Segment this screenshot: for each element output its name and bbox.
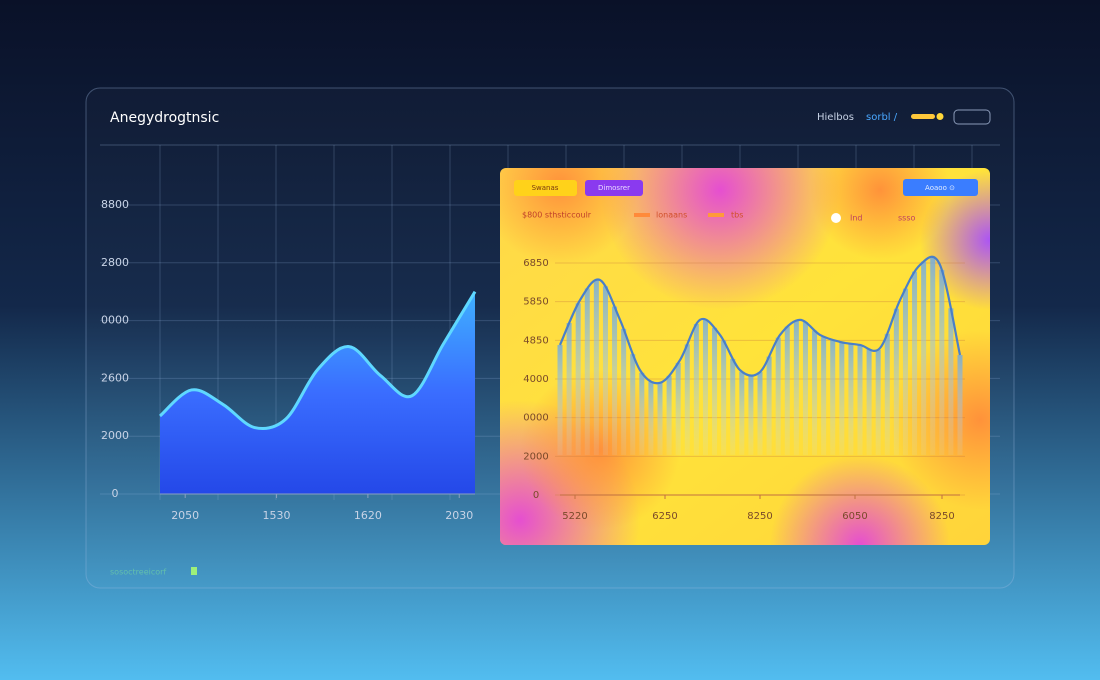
stripe bbox=[648, 381, 654, 455]
stripe bbox=[902, 288, 908, 455]
card bbox=[85, 87, 1015, 589]
y-tick-label: 5850 bbox=[523, 297, 548, 308]
heat-blob bbox=[810, 168, 950, 260]
x-tick-label: 8250 bbox=[929, 511, 954, 522]
stripe bbox=[675, 362, 681, 455]
series-line bbox=[558, 255, 962, 385]
y-tick-label: 4000 bbox=[523, 374, 548, 385]
stripe bbox=[857, 344, 863, 455]
legend-label: Ind bbox=[850, 214, 863, 223]
stripe bbox=[784, 326, 790, 455]
stripe bbox=[612, 306, 618, 455]
stripe bbox=[721, 340, 727, 455]
stripe bbox=[730, 358, 736, 455]
stripe bbox=[812, 330, 818, 455]
x-tick-label: 1620 bbox=[354, 509, 382, 522]
stripe bbox=[621, 328, 627, 455]
stripe bbox=[848, 343, 854, 455]
stripe bbox=[948, 308, 954, 455]
toggle-dot bbox=[936, 113, 944, 120]
y-tick-label: 2800 bbox=[101, 256, 129, 269]
stripe bbox=[657, 382, 663, 455]
tab-label: Dimosrer bbox=[598, 184, 630, 192]
action-button[interactable] bbox=[903, 179, 978, 196]
y-tick-label: 0000 bbox=[101, 314, 129, 327]
stripe bbox=[821, 336, 827, 455]
x-tick-label: 2030 bbox=[445, 509, 473, 522]
action-label: Aoaoo ⊙ bbox=[925, 184, 955, 192]
stripe bbox=[757, 372, 763, 455]
y-tick-label: 6850 bbox=[523, 258, 548, 269]
stripe bbox=[875, 349, 881, 455]
stripe bbox=[939, 269, 945, 455]
stripe bbox=[748, 375, 754, 455]
heat-blob bbox=[920, 170, 990, 310]
series-line bbox=[158, 290, 477, 431]
title: Anegydrogtnsic bbox=[110, 110, 219, 126]
stripe bbox=[666, 375, 672, 455]
y-tick-label: 8800 bbox=[101, 198, 129, 211]
stripe bbox=[930, 256, 936, 455]
stripe bbox=[802, 321, 808, 455]
stripe bbox=[584, 288, 590, 455]
y-tick-label: 0 bbox=[112, 487, 119, 500]
legend-swatch bbox=[708, 213, 724, 217]
toggle[interactable] bbox=[911, 114, 935, 119]
stripe bbox=[884, 333, 890, 455]
y-tick-label: 4850 bbox=[523, 335, 548, 346]
x-tick-label: 5220 bbox=[562, 511, 587, 522]
x-tick-label: 2050 bbox=[171, 509, 199, 522]
stripe bbox=[921, 261, 927, 455]
stripe bbox=[566, 322, 572, 455]
x-tick-label: 8250 bbox=[747, 511, 772, 522]
stripe bbox=[793, 320, 799, 455]
x-tick-label: 6250 bbox=[652, 511, 677, 522]
stripe bbox=[893, 308, 899, 455]
heat-blob bbox=[520, 370, 680, 530]
stripe bbox=[766, 356, 772, 455]
y-tick-label: 0000 bbox=[523, 413, 548, 424]
legend-label: tbs bbox=[731, 211, 743, 220]
area bbox=[160, 291, 475, 494]
stripe bbox=[739, 371, 745, 455]
x-tick-label: 1530 bbox=[263, 509, 291, 522]
nav-link[interactable]: sorbl / bbox=[866, 112, 898, 123]
stripe bbox=[866, 349, 872, 455]
stripe bbox=[912, 271, 918, 455]
stripe bbox=[712, 327, 718, 455]
tab-label: Swanas bbox=[532, 184, 559, 192]
footer: sosoctreeicorf bbox=[110, 568, 166, 577]
stripe bbox=[702, 319, 708, 455]
stripe bbox=[575, 303, 581, 455]
stripe bbox=[684, 344, 690, 455]
tab-button[interactable] bbox=[585, 180, 643, 196]
menu-button[interactable] bbox=[953, 109, 991, 125]
legend-label: $800 sthsticcoulr bbox=[522, 211, 592, 220]
stripe bbox=[630, 354, 636, 455]
x-tick-label: 6050 bbox=[842, 511, 867, 522]
nav-link[interactable]: Hielbos bbox=[817, 112, 854, 123]
stripe bbox=[957, 355, 963, 455]
footer-icon bbox=[191, 567, 197, 575]
stripe bbox=[839, 342, 845, 455]
stripe bbox=[639, 372, 645, 455]
stripe bbox=[557, 344, 563, 455]
y-tick-label: 0 bbox=[533, 490, 539, 501]
legend-label: lonaans bbox=[656, 211, 687, 220]
legend-swatch bbox=[634, 213, 650, 217]
stripe bbox=[775, 337, 781, 455]
stripe bbox=[602, 286, 608, 455]
stripe bbox=[693, 324, 699, 455]
heat-blob bbox=[600, 168, 840, 310]
legend-label: ssso bbox=[898, 214, 916, 223]
y-tick-label: 2000 bbox=[101, 429, 129, 442]
legend-dot bbox=[831, 213, 841, 223]
y-tick-label: 2000 bbox=[523, 451, 548, 462]
stripe bbox=[593, 279, 599, 455]
y-tick-label: 2600 bbox=[101, 371, 129, 384]
tab-button[interactable] bbox=[514, 180, 577, 196]
stripe bbox=[830, 339, 836, 455]
heat-blob bbox=[770, 455, 950, 545]
